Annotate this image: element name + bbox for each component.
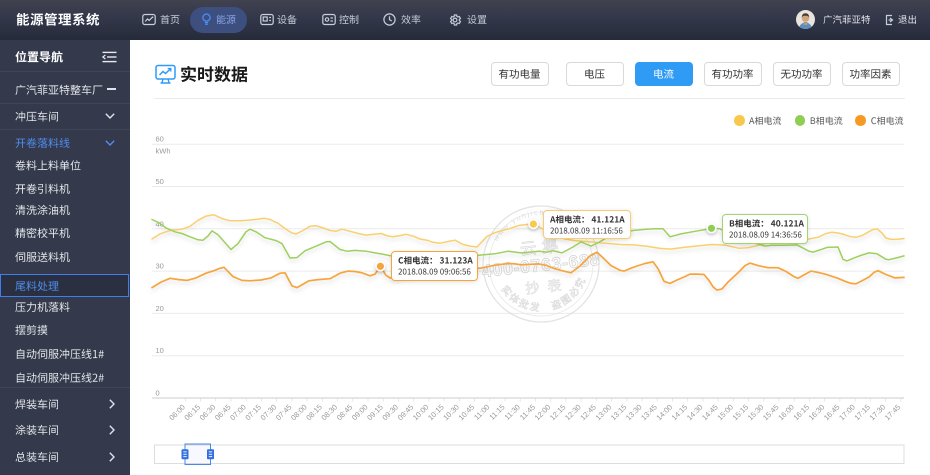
svg-text:10: 10 xyxy=(156,346,164,355)
svg-text:08:30: 08:30 xyxy=(319,403,339,423)
svg-text:17:00: 17:00 xyxy=(837,403,857,423)
svg-text:kWh: kWh xyxy=(156,147,171,156)
svg-text:10:45: 10:45 xyxy=(457,403,477,423)
svg-text:14:45: 14:45 xyxy=(700,403,720,423)
svg-text:60: 60 xyxy=(156,135,164,144)
svg-text:08:15: 08:15 xyxy=(304,403,324,423)
svg-text:08:00: 08:00 xyxy=(289,403,309,423)
svg-text:06:15: 06:15 xyxy=(182,403,202,423)
svg-text:08:45: 08:45 xyxy=(335,403,355,423)
svg-text:16:45: 16:45 xyxy=(822,403,842,423)
svg-text:14:00: 14:00 xyxy=(654,403,674,423)
svg-text:07:15: 07:15 xyxy=(243,403,263,423)
svg-text:13:45: 13:45 xyxy=(639,403,659,423)
svg-text:10:30: 10:30 xyxy=(441,403,461,423)
svg-text:06:30: 06:30 xyxy=(198,403,218,423)
svg-text:15:15: 15:15 xyxy=(731,403,751,423)
svg-text:17:30: 17:30 xyxy=(868,403,888,423)
svg-text:13:30: 13:30 xyxy=(624,403,644,423)
svg-text:16:00: 16:00 xyxy=(776,403,796,423)
svg-text:12:00: 12:00 xyxy=(533,403,553,423)
svg-text:15:45: 15:45 xyxy=(761,403,781,423)
svg-text:11:00: 11:00 xyxy=(472,403,491,422)
svg-text:06:00: 06:00 xyxy=(167,403,187,423)
svg-text:50: 50 xyxy=(156,177,164,186)
svg-text:11:30: 11:30 xyxy=(503,403,522,422)
svg-text:11:15: 11:15 xyxy=(487,403,506,422)
svg-text:14:30: 14:30 xyxy=(685,403,705,423)
svg-text:09:15: 09:15 xyxy=(365,403,385,423)
svg-text:14:15: 14:15 xyxy=(670,403,690,423)
svg-text:16:30: 16:30 xyxy=(807,403,827,423)
svg-text:11:45: 11:45 xyxy=(518,403,537,422)
svg-text:30: 30 xyxy=(156,262,164,271)
svg-text:17:15: 17:15 xyxy=(852,403,872,423)
svg-text:12:30: 12:30 xyxy=(563,403,583,423)
svg-text:12:15: 12:15 xyxy=(548,403,568,423)
svg-text:13:15: 13:15 xyxy=(609,403,629,423)
svg-text:15:30: 15:30 xyxy=(746,403,766,423)
svg-text:20: 20 xyxy=(156,304,164,313)
svg-text:16:15: 16:15 xyxy=(791,403,811,423)
svg-text:10:15: 10:15 xyxy=(426,403,446,423)
svg-text:12:45: 12:45 xyxy=(578,403,598,423)
svg-text:07:30: 07:30 xyxy=(259,403,279,423)
svg-text:10:00: 10:00 xyxy=(411,403,431,423)
svg-text:0: 0 xyxy=(156,389,160,398)
svg-text:09:30: 09:30 xyxy=(380,403,400,423)
svg-text:17:45: 17:45 xyxy=(883,403,903,423)
svg-text:07:00: 07:00 xyxy=(228,403,248,423)
svg-text:09:45: 09:45 xyxy=(396,403,416,423)
svg-text:07:45: 07:45 xyxy=(274,403,294,423)
svg-text:06:45: 06:45 xyxy=(213,403,233,423)
svg-text:15:00: 15:00 xyxy=(715,403,735,423)
svg-text:13:00: 13:00 xyxy=(594,403,614,423)
svg-text:09:00: 09:00 xyxy=(350,403,370,423)
